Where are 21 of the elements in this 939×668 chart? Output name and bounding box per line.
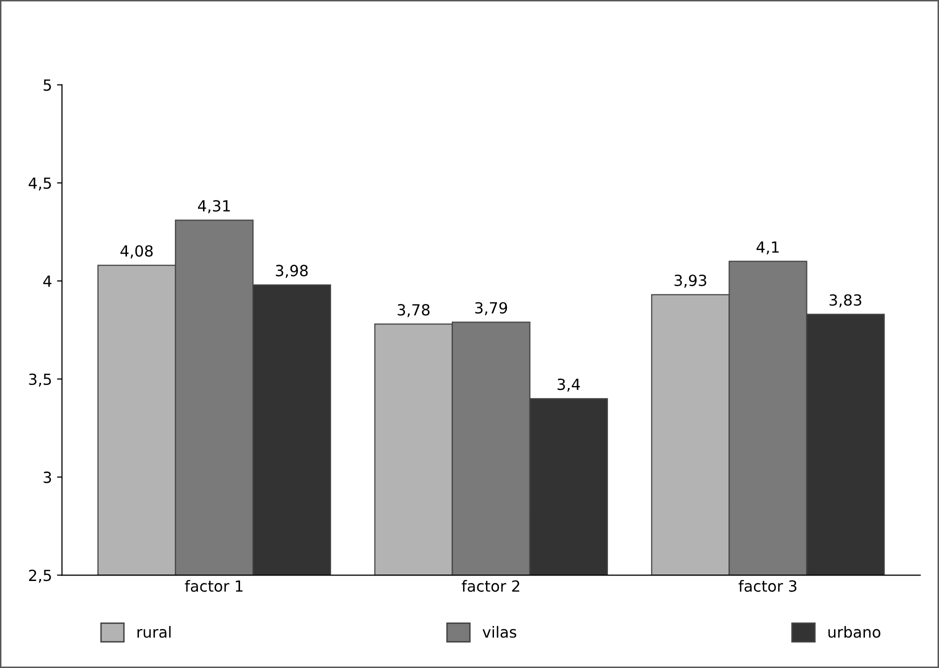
data-label: 4,1	[756, 241, 779, 254]
x-tick-label: factor 2	[462, 580, 520, 592]
data-label: 3,78	[398, 304, 430, 318]
legend-label: vilas	[482, 626, 516, 638]
data-label: 3,79	[475, 302, 508, 316]
data-label: 4,31	[198, 200, 230, 214]
y-tick-label: 4,5	[28, 178, 51, 190]
y-tick-label: 4	[43, 276, 52, 287]
data-label: 4,08	[120, 245, 153, 258]
x-tick-label: factor 3	[738, 580, 796, 592]
data-label: 3,98	[276, 264, 308, 278]
legend-label: rural	[138, 626, 171, 638]
legend-label: urbano	[828, 626, 880, 638]
data-label: 3,83	[830, 294, 862, 308]
y-tick-label: 3,5	[29, 373, 51, 387]
y-tick-label: 5	[44, 80, 51, 91]
y-tick-label: 2,5	[29, 570, 51, 583]
x-tick-label: factor 1	[184, 580, 242, 592]
data-label: 3,93	[674, 274, 706, 288]
y-tick-label: 3	[44, 472, 52, 484]
data-label: 3,4	[558, 378, 580, 392]
